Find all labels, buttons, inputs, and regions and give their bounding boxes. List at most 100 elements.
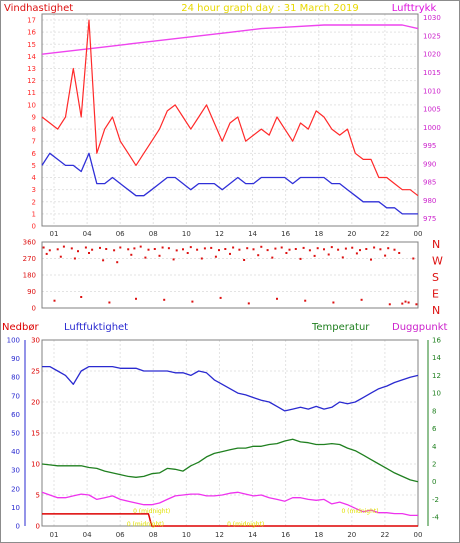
direction-point	[56, 248, 59, 251]
direction-point	[288, 248, 291, 251]
direction-point	[135, 297, 137, 300]
temperature-y-tick-label: 16	[432, 337, 441, 345]
direction-point	[415, 303, 418, 306]
rain-y-tick-label: 70	[11, 392, 20, 400]
direction-point	[337, 248, 340, 251]
wind-x-tick-label: 16	[281, 230, 290, 238]
pressure-y-tick-label: 1025	[423, 32, 441, 40]
direction-point	[412, 257, 415, 260]
rain-y-tick-label: 100	[7, 337, 20, 345]
climate-x-tick-label: 00	[414, 531, 423, 539]
temperature-y-tick-label: 10	[432, 390, 441, 398]
pressure-y-tick-label: 1005	[423, 106, 441, 114]
climate-x-tick-label: 06	[116, 531, 125, 539]
direction-point	[360, 298, 363, 301]
pressure-y-tick-label: 1000	[423, 124, 441, 132]
direction-point	[257, 254, 260, 257]
pressure-y-tick-label: 1030	[423, 14, 441, 22]
direction-point	[344, 247, 347, 250]
direction-point	[105, 248, 108, 250]
dewpoint-label: Duggpunkt	[392, 322, 448, 333]
climate-x-tick-label: 01	[50, 531, 59, 539]
direction-point	[218, 249, 220, 252]
wind-y-tick-label: 4	[32, 174, 37, 182]
direction-point	[133, 247, 136, 250]
direction-point	[404, 300, 407, 303]
humidity-y-tick-label: 30	[31, 337, 40, 345]
temperature-label: Temperatur	[311, 322, 370, 333]
wind-y-tick-label: 14	[27, 53, 36, 61]
direction-point	[260, 245, 263, 248]
pressure-y-tick-label: 1010	[423, 87, 441, 95]
direction-point	[102, 259, 105, 262]
temperature-y-tick-label: 12	[432, 372, 441, 380]
direction-point	[45, 252, 48, 255]
wind-y-tick-label: 17	[27, 17, 36, 25]
direction-point	[189, 246, 192, 249]
wind-x-tick-label: 22	[380, 230, 389, 238]
humidity-y-tick-label: 5	[36, 492, 40, 500]
temperature-y-tick-label: -4	[432, 514, 440, 522]
direction-point	[365, 248, 368, 250]
pressure-y-tick-label: 975	[423, 215, 436, 223]
rain-y-tick-label: 50	[11, 430, 20, 438]
direction-point	[130, 253, 133, 256]
direction-y-tick-label: 360	[23, 239, 36, 247]
climate-x-tick-label: 12	[215, 531, 224, 539]
humidity-label: Luftfuktighet	[64, 322, 128, 333]
wind-y-tick-label: 16	[27, 29, 36, 37]
direction-point	[203, 247, 206, 250]
direction-point	[407, 301, 410, 304]
direction-point	[316, 247, 319, 250]
direction-point	[232, 246, 235, 249]
wind-pressure-panel: 01 04 06 08 10 12 14 16 18 20 22 000123456789101112…	[27, 13, 441, 238]
pressure-y-tick-label: 1020	[423, 51, 441, 59]
wind-x-tick-label: 14	[248, 230, 257, 238]
wind-x-tick-label: 20	[347, 230, 356, 238]
direction-point	[280, 246, 283, 249]
pressure-series-line	[41, 24, 419, 55]
direction-point	[84, 246, 87, 249]
direction-point	[99, 246, 101, 249]
pressure-y-tick-label: 990	[423, 160, 436, 168]
direction-point	[304, 299, 307, 302]
direction-point	[186, 252, 189, 254]
direction-point	[398, 252, 401, 254]
direction-point	[73, 257, 76, 260]
direction-point	[108, 301, 111, 304]
direction-point	[330, 246, 333, 249]
rain-y-tick-label: 30	[11, 467, 20, 475]
rain-y-tick-label: 20	[11, 485, 20, 493]
humidity-y-tick-label: 20	[31, 399, 40, 407]
wind-speed-label: Vindhastighet	[4, 3, 73, 14]
temperature-y-tick-label: 6	[432, 425, 437, 433]
direction-point	[313, 254, 316, 257]
direction-point	[62, 245, 65, 248]
temperature-series-line	[41, 438, 419, 483]
direction-point	[247, 302, 250, 305]
direction-point	[163, 298, 166, 301]
direction-point	[323, 248, 325, 251]
wind-x-tick-label: 06	[116, 230, 125, 238]
humidity-y-tick-label: 0	[36, 523, 40, 531]
direction-point	[276, 297, 278, 300]
wind-y-tick-label: 7	[32, 138, 36, 146]
climate-x-tick-label: 08	[149, 531, 158, 539]
direction-point	[299, 257, 302, 260]
direction-point	[219, 296, 222, 299]
humidity-series-line	[42, 365, 419, 412]
dewpoint-series-line	[41, 491, 418, 517]
pressure-y-tick-label: 980	[423, 197, 436, 205]
direction-point	[119, 246, 122, 249]
humidity-temperature-panel: 01 04 06 08 10 12 14 16 18 20 22 000102030405060708…	[7, 337, 442, 540]
wind-y-tick-label: 2	[32, 198, 36, 206]
wind-y-tick-label: 6	[32, 150, 37, 158]
wind-x-tick-label: 01	[50, 230, 59, 238]
direction-compass-label: E	[432, 288, 439, 301]
wind-y-tick-label: 9	[32, 113, 36, 121]
direction-point	[175, 249, 178, 252]
direction-y-tick-label: 90	[27, 288, 36, 296]
direction-point	[200, 257, 203, 260]
humidity-y-tick-label: 25	[31, 368, 40, 376]
temperature-y-tick-label: 0	[432, 478, 436, 486]
